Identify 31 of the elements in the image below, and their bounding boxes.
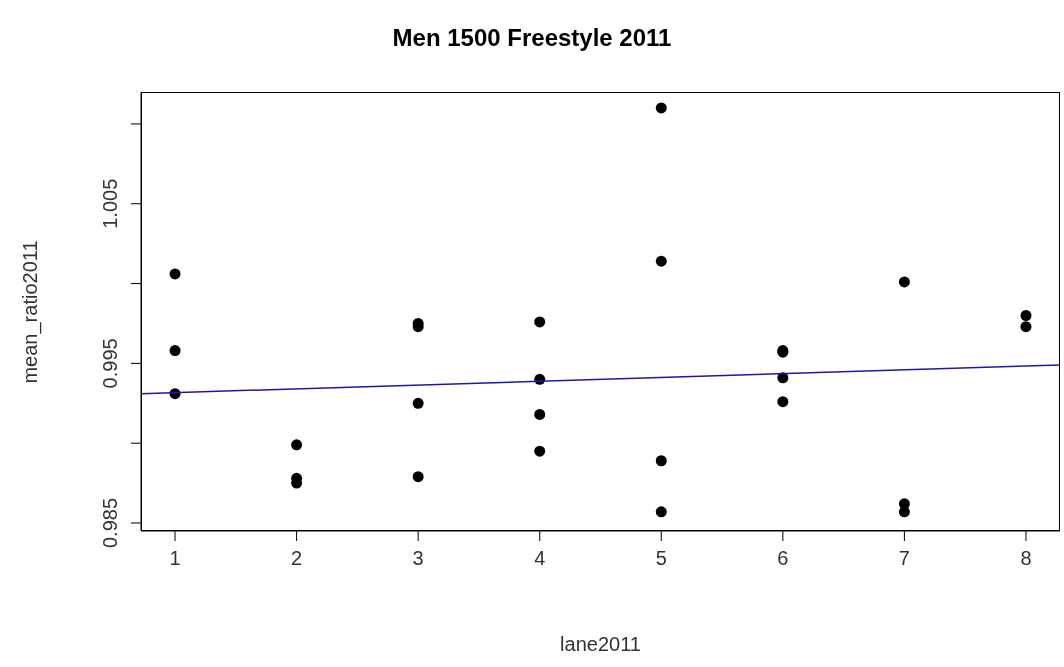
x-tick-label: 3 — [412, 547, 424, 569]
chart-title: Men 1500 Freestyle 2011 — [391, 24, 673, 52]
point — [169, 268, 181, 280]
point — [655, 455, 667, 467]
y-tick-label: 0.985 — [99, 497, 121, 549]
x-tick-label: 2 — [291, 547, 303, 569]
x-tick-label: 1 — [169, 547, 181, 569]
point — [655, 506, 667, 518]
point — [898, 276, 910, 288]
point — [655, 102, 667, 114]
point — [898, 506, 910, 518]
point — [412, 397, 424, 409]
x-axis-title: lane2011 — [559, 633, 642, 656]
x-tick-label: 4 — [534, 547, 546, 569]
point — [291, 439, 303, 451]
point — [1020, 309, 1032, 321]
point — [534, 316, 546, 328]
point — [534, 445, 546, 457]
x-tick-label: 7 — [898, 547, 910, 569]
y-tick-label: 1.005 — [99, 178, 121, 229]
point — [1020, 321, 1032, 333]
point — [169, 345, 181, 357]
point — [534, 408, 546, 420]
y-tick-label: 0.995 — [99, 338, 121, 389]
point — [412, 471, 424, 483]
point — [777, 396, 789, 408]
y-axis-title: mean_ratio2011 — [18, 239, 42, 384]
x-tick-label: 6 — [777, 547, 789, 569]
point — [655, 255, 667, 267]
x-tick-label: 5 — [655, 547, 667, 569]
x-tick-label: 8 — [1020, 547, 1032, 569]
